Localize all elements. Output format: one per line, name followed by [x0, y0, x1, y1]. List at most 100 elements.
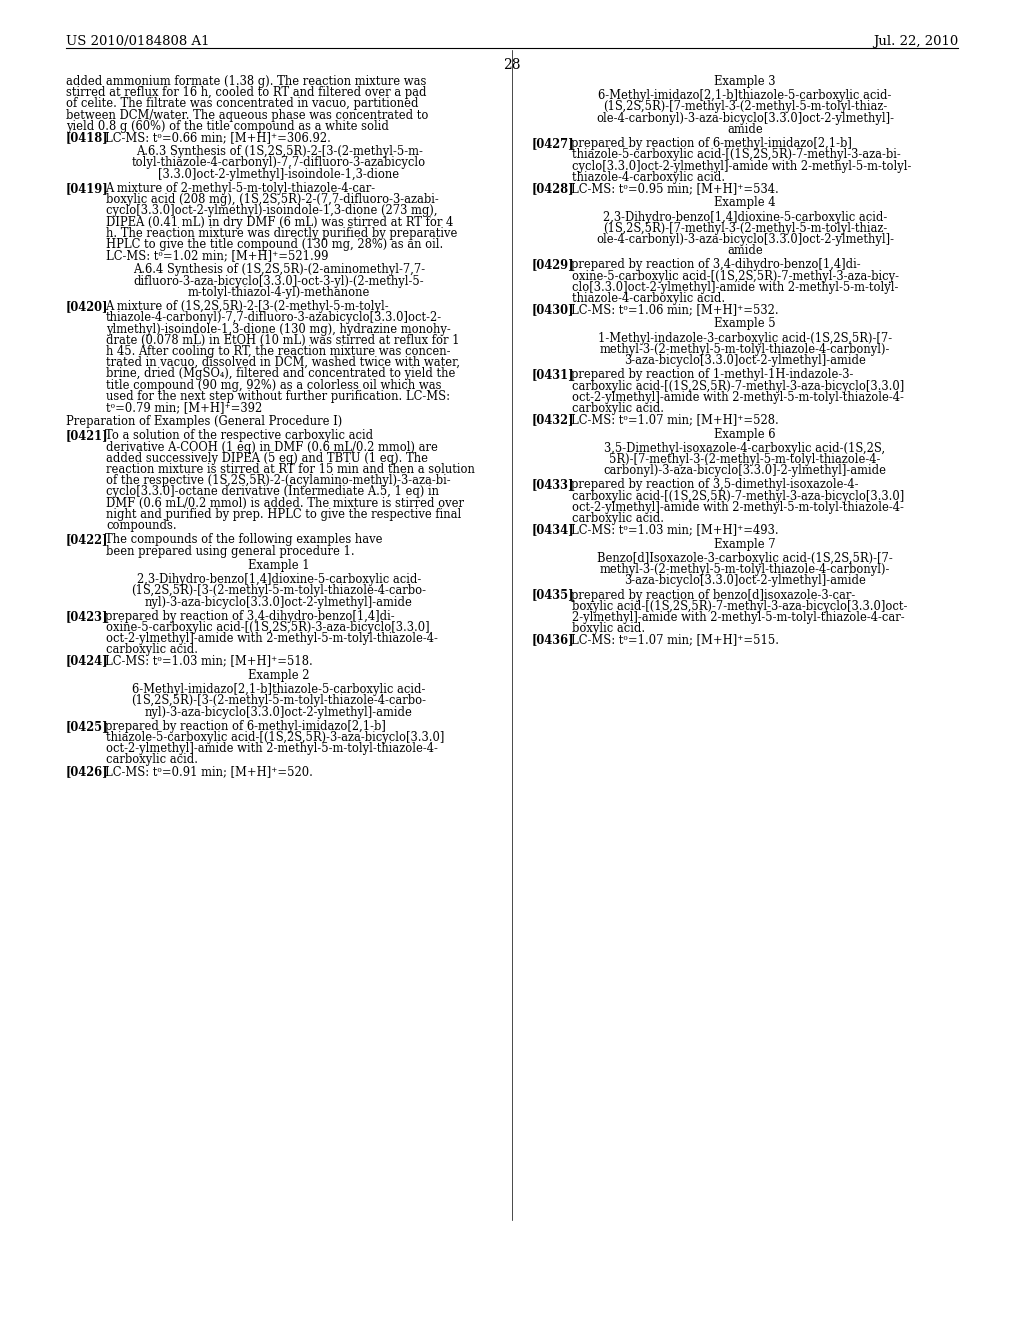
Text: (1S,2S,5R)-[7-methyl-3-(2-methyl-5-m-tolyl-thiaz-: (1S,2S,5R)-[7-methyl-3-(2-methyl-5-m-tol… — [603, 100, 887, 114]
Text: tᵒ=0.79 min; [M+H]⁺=392: tᵒ=0.79 min; [M+H]⁺=392 — [106, 401, 262, 414]
Text: [0433]: [0433] — [532, 478, 574, 491]
Text: 2,3-Dihydro-benzo[1,4]dioxine-5-carboxylic acid-: 2,3-Dihydro-benzo[1,4]dioxine-5-carboxyl… — [603, 210, 887, 223]
Text: [0423]: [0423] — [66, 610, 109, 623]
Text: carboxylic acid.: carboxylic acid. — [572, 403, 664, 414]
Text: US 2010/0184808 A1: US 2010/0184808 A1 — [66, 36, 210, 48]
Text: reaction mixture is stirred at RT for 15 min and then a solution: reaction mixture is stirred at RT for 15… — [106, 463, 475, 477]
Text: A mixture of (1S,2S,5R)-2-[3-(2-methyl-5-m-tolyl-: A mixture of (1S,2S,5R)-2-[3-(2-methyl-5… — [105, 300, 389, 313]
Text: [0420]: [0420] — [66, 300, 109, 313]
Text: DMF (0.6 mL/0.2 mmol) is added. The mixture is stirred over: DMF (0.6 mL/0.2 mmol) is added. The mixt… — [106, 496, 464, 510]
Text: (1S,2S,5R)-[3-(2-methyl-5-m-tolyl-thiazole-4-carbo-: (1S,2S,5R)-[3-(2-methyl-5-m-tolyl-thiazo… — [131, 585, 427, 598]
Text: derivative A-COOH (1 eq) in DMF (0.6 mL/0.2 mmol) are: derivative A-COOH (1 eq) in DMF (0.6 mL/… — [106, 441, 438, 454]
Text: [0419]: [0419] — [66, 182, 109, 195]
Text: A.6.4 Synthesis of (1S,2S,5R)-(2-aminomethyl-7,7-: A.6.4 Synthesis of (1S,2S,5R)-(2-aminome… — [133, 264, 425, 276]
Text: 2,3-Dihydro-benzo[1,4]dioxine-5-carboxylic acid-: 2,3-Dihydro-benzo[1,4]dioxine-5-carboxyl… — [137, 573, 421, 586]
Text: prepared by reaction of 3,5-dimethyl-isoxazole-4-: prepared by reaction of 3,5-dimethyl-iso… — [571, 478, 858, 491]
Text: Example 1: Example 1 — [248, 558, 310, 572]
Text: amide: amide — [727, 244, 763, 257]
Text: prepared by reaction of benzo[d]isoxazole-3-car-: prepared by reaction of benzo[d]isoxazol… — [571, 589, 855, 602]
Text: thiazole-4-carboxylic acid.: thiazole-4-carboxylic acid. — [572, 292, 725, 305]
Text: LC-MS: tᵒ=1.07 min; [M+H]⁺=528.: LC-MS: tᵒ=1.07 min; [M+H]⁺=528. — [571, 413, 778, 426]
Text: [0434]: [0434] — [532, 523, 574, 536]
Text: between DCM/water. The aqueous phase was concentrated to: between DCM/water. The aqueous phase was… — [66, 108, 428, 121]
Text: [0418]: [0418] — [66, 131, 109, 144]
Text: LC-MS: tᵒ=1.03 min; [M+H]⁺=493.: LC-MS: tᵒ=1.03 min; [M+H]⁺=493. — [571, 523, 778, 536]
Text: oct-2-ylmethyl]-amide with 2-methyl-5-m-tolyl-thiazole-4-: oct-2-ylmethyl]-amide with 2-methyl-5-m-… — [572, 500, 904, 513]
Text: carbonyl)-3-aza-bicyclo[3.3.0]-2-ylmethyl]-amide: carbonyl)-3-aza-bicyclo[3.3.0]-2-ylmethy… — [603, 465, 887, 478]
Text: [3.3.0]oct-2-ylmethyl]-isoindole-1,3-dione: [3.3.0]oct-2-ylmethyl]-isoindole-1,3-dio… — [159, 168, 399, 181]
Text: night and purified by prep. HPLC to give the respective final: night and purified by prep. HPLC to give… — [106, 508, 461, 521]
Text: been prepared using general procedure 1.: been prepared using general procedure 1. — [106, 545, 354, 557]
Text: oxine-5-carboxylic acid-[(1S,2S,5R)-3-aza-bicyclo[3.3.0]: oxine-5-carboxylic acid-[(1S,2S,5R)-3-az… — [106, 620, 430, 634]
Text: carboxylic acid.: carboxylic acid. — [106, 643, 198, 656]
Text: 6-Methyl-imidazo[2,1-b]thiazole-5-carboxylic acid-: 6-Methyl-imidazo[2,1-b]thiazole-5-carbox… — [598, 90, 892, 102]
Text: [0436]: [0436] — [532, 634, 574, 647]
Text: Example 4: Example 4 — [715, 197, 776, 210]
Text: [0432]: [0432] — [532, 413, 574, 426]
Text: Example 3: Example 3 — [715, 75, 776, 88]
Text: h 45. After cooling to RT, the reaction mixture was concen-: h 45. After cooling to RT, the reaction … — [106, 345, 451, 358]
Text: prepared by reaction of 3,4-dihydro-benzo[1,4]di-: prepared by reaction of 3,4-dihydro-benz… — [105, 610, 394, 623]
Text: oct-2-ylmethyl]-amide with 2-methyl-5-m-tolyl-thiazole-4-: oct-2-ylmethyl]-amide with 2-methyl-5-m-… — [106, 632, 438, 645]
Text: [0429]: [0429] — [532, 259, 574, 272]
Text: LC-MS: tᵒ=1.02 min; [M+H]⁺=521.99: LC-MS: tᵒ=1.02 min; [M+H]⁺=521.99 — [106, 249, 329, 263]
Text: carboxylic acid-[(1S,2S,5R)-7-methyl-3-aza-bicyclo[3.3.0]: carboxylic acid-[(1S,2S,5R)-7-methyl-3-a… — [572, 380, 904, 392]
Text: [0422]: [0422] — [66, 533, 109, 546]
Text: cyclo[3.3.0]oct-2-ylmethyl]-amide with 2-methyl-5-m-tolyl-: cyclo[3.3.0]oct-2-ylmethyl]-amide with 2… — [572, 160, 911, 173]
Text: 6-Methyl-imidazo[2,1-b]thiazole-5-carboxylic acid-: 6-Methyl-imidazo[2,1-b]thiazole-5-carbox… — [132, 684, 426, 696]
Text: yield 0.8 g (60%) of the title compound as a white solid: yield 0.8 g (60%) of the title compound … — [66, 120, 389, 133]
Text: LC-MS: tᵒ=0.91 min; [M+H]⁺=520.: LC-MS: tᵒ=0.91 min; [M+H]⁺=520. — [105, 764, 313, 777]
Text: [0424]: [0424] — [66, 655, 109, 668]
Text: 3-aza-bicyclo[3.3.0]oct-2-ylmethyl]-amide: 3-aza-bicyclo[3.3.0]oct-2-ylmethyl]-amid… — [624, 574, 866, 587]
Text: carboxylic acid.: carboxylic acid. — [106, 754, 198, 767]
Text: LC-MS: tᵒ=0.66 min; [M+H]⁺=306.92.: LC-MS: tᵒ=0.66 min; [M+H]⁺=306.92. — [105, 131, 331, 144]
Text: amide: amide — [727, 123, 763, 136]
Text: Example 5: Example 5 — [714, 318, 776, 330]
Text: ole-4-carbonyl)-3-aza-bicyclo[3.3.0]oct-2-ylmethyl]-: ole-4-carbonyl)-3-aza-bicyclo[3.3.0]oct-… — [596, 112, 894, 124]
Text: added ammonium formate (1.38 g). The reaction mixture was: added ammonium formate (1.38 g). The rea… — [66, 75, 426, 88]
Text: cyclo[3.3.0]oct-2-ylmethyl)-isoindole-1,3-dione (273 mg),: cyclo[3.3.0]oct-2-ylmethyl)-isoindole-1,… — [106, 205, 437, 218]
Text: [0426]: [0426] — [66, 764, 109, 777]
Text: boxylic acid.: boxylic acid. — [572, 622, 645, 635]
Text: oxine-5-carboxylic acid-[(1S,2S,5R)-7-methyl-3-aza-bicy-: oxine-5-carboxylic acid-[(1S,2S,5R)-7-me… — [572, 269, 899, 282]
Text: tolyl-thiazole-4-carbonyl)-7,7-difluoro-3-azabicyclo: tolyl-thiazole-4-carbonyl)-7,7-difluoro-… — [132, 157, 426, 169]
Text: 3-aza-bicyclo[3.3.0]oct-2-ylmethyl]-amide: 3-aza-bicyclo[3.3.0]oct-2-ylmethyl]-amid… — [624, 354, 866, 367]
Text: Example 2: Example 2 — [248, 669, 309, 682]
Text: carboxylic acid.: carboxylic acid. — [572, 512, 664, 525]
Text: methyl-3-(2-methyl-5-m-tolyl-thiazole-4-carbonyl)-: methyl-3-(2-methyl-5-m-tolyl-thiazole-4-… — [600, 343, 890, 356]
Text: clo[3.3.0]oct-2-ylmethyl]-amide with 2-methyl-5-m-tolyl-: clo[3.3.0]oct-2-ylmethyl]-amide with 2-m… — [572, 281, 898, 294]
Text: of the respective (1S,2S,5R)-2-(acylamino-methyl)-3-aza-bi-: of the respective (1S,2S,5R)-2-(acylamin… — [106, 474, 451, 487]
Text: Example 6: Example 6 — [715, 428, 776, 441]
Text: trated in vacuo, dissolved in DCM, washed twice with water,: trated in vacuo, dissolved in DCM, washe… — [106, 356, 460, 370]
Text: prepared by reaction of 1-methyl-1H-indazole-3-: prepared by reaction of 1-methyl-1H-inda… — [571, 368, 853, 381]
Text: Jul. 22, 2010: Jul. 22, 2010 — [872, 36, 958, 48]
Text: DIPEA (0.41 mL) in dry DMF (6 mL) was stirred at RT for 4: DIPEA (0.41 mL) in dry DMF (6 mL) was st… — [106, 215, 454, 228]
Text: LC-MS: tᵒ=0.95 min; [M+H]⁺=534.: LC-MS: tᵒ=0.95 min; [M+H]⁺=534. — [571, 182, 778, 195]
Text: [0427]: [0427] — [532, 137, 574, 150]
Text: boxylic acid (208 mg), (1S,2S,5R)-2-(7,7-difluoro-3-azabi-: boxylic acid (208 mg), (1S,2S,5R)-2-(7,7… — [106, 193, 438, 206]
Text: thiazole-4-carboxylic acid.: thiazole-4-carboxylic acid. — [572, 170, 725, 183]
Text: (1S,2S,5R)-[3-(2-methyl-5-m-tolyl-thiazole-4-carbo-: (1S,2S,5R)-[3-(2-methyl-5-m-tolyl-thiazo… — [131, 694, 427, 708]
Text: oct-2-ylmethyl]-amide with 2-methyl-5-m-tolyl-thiazole-4-: oct-2-ylmethyl]-amide with 2-methyl-5-m-… — [106, 742, 438, 755]
Text: prepared by reaction of 6-methyl-imidazo[2,1-b]: prepared by reaction of 6-methyl-imidazo… — [105, 719, 386, 733]
Text: nyl)-3-aza-bicyclo[3.3.0]oct-2-ylmethyl]-amide: nyl)-3-aza-bicyclo[3.3.0]oct-2-ylmethyl]… — [145, 706, 413, 718]
Text: LC-MS: tᵒ=1.03 min; [M+H]⁺=518.: LC-MS: tᵒ=1.03 min; [M+H]⁺=518. — [105, 655, 312, 668]
Text: methyl-3-(2-methyl-5-m-tolyl-thiazole-4-carbonyl)-: methyl-3-(2-methyl-5-m-tolyl-thiazole-4-… — [600, 564, 890, 576]
Text: oct-2-ylmethyl]-amide with 2-methyl-5-m-tolyl-thiazole-4-: oct-2-ylmethyl]-amide with 2-methyl-5-m-… — [572, 391, 904, 404]
Text: A mixture of 2-methyl-5-m-tolyl-thiazole-4-car-: A mixture of 2-methyl-5-m-tolyl-thiazole… — [105, 182, 375, 195]
Text: brine, dried (MgSO₄), filtered and concentrated to yield the: brine, dried (MgSO₄), filtered and conce… — [106, 367, 456, 380]
Text: m-tolyl-thiazol-4-yl)-methanone: m-tolyl-thiazol-4-yl)-methanone — [187, 286, 371, 298]
Text: title compound (90 mg, 92%) as a colorless oil which was: title compound (90 mg, 92%) as a colorle… — [106, 379, 441, 392]
Text: stirred at reflux for 16 h, cooled to RT and filtered over a pad: stirred at reflux for 16 h, cooled to RT… — [66, 86, 427, 99]
Text: h. The reaction mixture was directly purified by preparative: h. The reaction mixture was directly pur… — [106, 227, 458, 240]
Text: used for the next step without further purification. LC-MS:: used for the next step without further p… — [106, 389, 450, 403]
Text: of celite. The filtrate was concentrated in vacuo, partitioned: of celite. The filtrate was concentrated… — [66, 98, 419, 111]
Text: thiazole-4-carbonyl)-7,7-difluoro-3-azabicyclo[3.3.0]oct-2-: thiazole-4-carbonyl)-7,7-difluoro-3-azab… — [106, 312, 442, 325]
Text: cyclo[3.3.0]-octane derivative (Intermediate A.5, 1 eq) in: cyclo[3.3.0]-octane derivative (Intermed… — [106, 486, 439, 499]
Text: [0435]: [0435] — [532, 589, 574, 602]
Text: ole-4-carbonyl)-3-aza-bicyclo[3.3.0]oct-2-ylmethyl]-: ole-4-carbonyl)-3-aza-bicyclo[3.3.0]oct-… — [596, 232, 894, 246]
Text: [0431]: [0431] — [532, 368, 574, 381]
Text: thiazole-5-carboxylic acid-[(1S,2S,5R)-7-methyl-3-aza-bi-: thiazole-5-carboxylic acid-[(1S,2S,5R)-7… — [572, 148, 901, 161]
Text: [0421]: [0421] — [66, 429, 109, 442]
Text: 1-Methyl-indazole-3-carboxylic acid-(1S,2S,5R)-[7-: 1-Methyl-indazole-3-carboxylic acid-(1S,… — [598, 331, 892, 345]
